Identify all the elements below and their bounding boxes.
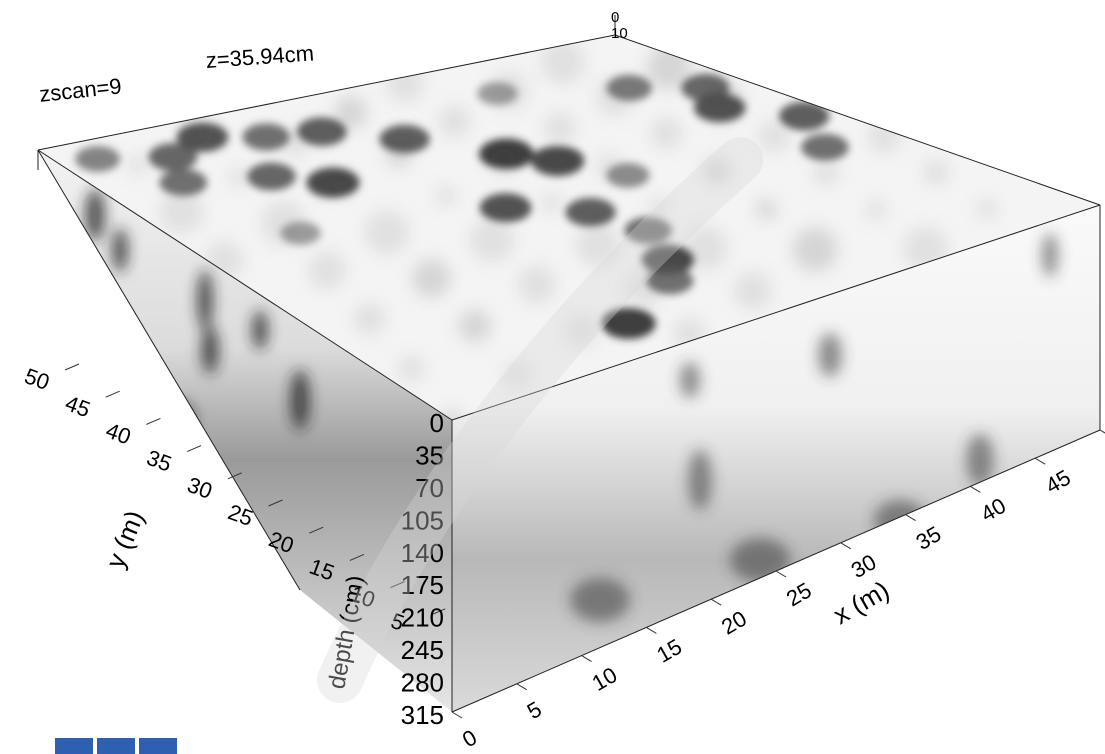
anomaly-7	[159, 169, 208, 197]
corner-tick-label: 0	[611, 9, 619, 26]
anomaly-15	[645, 267, 694, 295]
x-tick-line	[451, 711, 463, 719]
box-edge	[37, 149, 453, 421]
x-tick-label: 40	[976, 493, 1010, 527]
x-tick-label: 10	[588, 662, 622, 696]
depth-tick-label: 70	[415, 473, 444, 503]
anomaly-3	[296, 117, 348, 146]
y-tick-line	[390, 581, 405, 589]
volume-faces	[38, 35, 1100, 712]
y-tick-label: 40	[103, 418, 135, 450]
left-face	[38, 150, 452, 712]
box-edge	[614, 34, 1101, 206]
y-tick-label: 45	[62, 390, 94, 422]
y-tick-line	[105, 390, 120, 398]
x-tick-line	[905, 514, 916, 522]
box-edge	[451, 204, 1101, 421]
x-tick-line	[840, 542, 852, 550]
anomaly-2	[379, 124, 430, 154]
x-tick-label: 25	[782, 577, 816, 611]
x-tick-line	[1034, 457, 1046, 465]
y-tick-label: 50	[21, 363, 53, 395]
anomaly-6	[148, 143, 198, 171]
anomaly-1	[531, 145, 585, 176]
anomaly-21	[801, 133, 849, 161]
volume-edges	[37, 15, 1101, 713]
depth-tick-label: 245	[401, 635, 444, 665]
anomaly-13	[624, 216, 672, 245]
x-tick-label: 45	[1041, 465, 1075, 499]
y-axis-label: y (m)	[100, 506, 150, 572]
y-tick-label: 35	[143, 445, 175, 477]
box-edge	[37, 149, 301, 591]
brand-logo	[55, 738, 177, 754]
depth-tick-label: 210	[401, 603, 444, 633]
x-tick-label: 20	[717, 606, 751, 640]
x-tick-line	[1099, 429, 1105, 434]
anomaly-14	[641, 244, 695, 275]
anomaly-19	[680, 73, 730, 102]
depth-tick-label: 140	[401, 538, 444, 568]
depth-tick-label: 0	[430, 408, 444, 438]
x-axis-label: x (m)	[828, 575, 894, 631]
anomaly-4	[242, 123, 291, 151]
anomaly-5	[176, 122, 229, 152]
y-tick-line	[268, 499, 283, 507]
x-tick-line	[710, 598, 722, 606]
anomaly-23	[280, 221, 321, 245]
y-tick-line	[64, 363, 80, 371]
x-tick-line	[646, 626, 657, 634]
x-tick-line	[775, 570, 787, 578]
anomaly-8	[75, 146, 121, 172]
x-tick-label: 15	[652, 634, 686, 668]
anomaly-20	[778, 101, 830, 131]
anomaly-11	[479, 193, 532, 223]
y-tick-label: 30	[184, 472, 216, 504]
x-tick-line	[516, 683, 528, 691]
y-tick-line	[146, 417, 161, 425]
axis-ticks: 0510152025303540455051015202530354045500…	[21, 9, 1105, 752]
depth-tick-label: 105	[401, 505, 444, 535]
depth-tick-label: 315	[401, 700, 444, 730]
anomaly-12	[565, 197, 616, 227]
x-tick-label: 5	[523, 696, 546, 724]
y-tick-line	[186, 445, 202, 453]
depth-tick-label: 175	[401, 570, 444, 600]
x-tick-label: 0	[458, 725, 481, 753]
y-tick-line	[309, 526, 324, 534]
y-tick-line	[227, 472, 242, 480]
depth-tick-label: 35	[415, 440, 444, 470]
anomaly-10	[246, 162, 296, 191]
corner-tick-label: 10	[611, 25, 628, 42]
anomaly-22	[606, 74, 653, 102]
anomaly-0	[479, 138, 534, 170]
x-tick-line	[970, 485, 981, 493]
y-tick-line	[349, 553, 365, 561]
y-tick-line	[431, 608, 446, 616]
anomaly-9	[306, 167, 360, 198]
depth-tick-label: 280	[401, 668, 444, 698]
box-edge	[37, 34, 616, 151]
x-tick-line	[581, 655, 592, 663]
anomaly-24	[477, 81, 518, 106]
anomaly-17	[606, 162, 650, 188]
anomaly-16	[601, 307, 656, 339]
x-tick-label: 35	[912, 521, 946, 555]
